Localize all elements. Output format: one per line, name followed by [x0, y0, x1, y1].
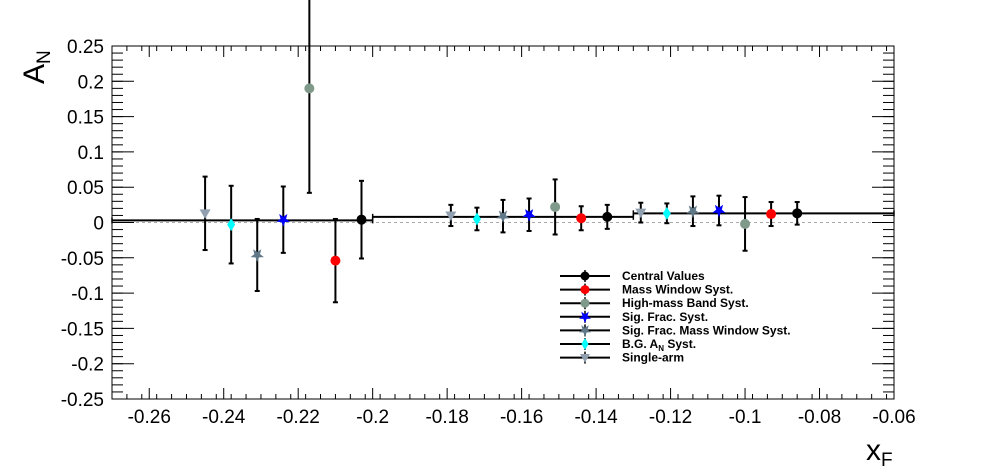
data-point [792, 208, 803, 219]
data-point [550, 201, 561, 212]
legend-marker [580, 298, 590, 308]
data-point [276, 214, 290, 227]
y-tick-label: -0.15 [61, 319, 104, 340]
y-tick-label: -0.05 [61, 249, 104, 270]
data-point [445, 211, 457, 221]
ticks-layer [111, 45, 895, 400]
x-tick-label: -0.08 [798, 407, 841, 428]
x-axis-title-main: x [866, 434, 881, 467]
x-tick-label: -0.24 [202, 407, 246, 428]
y-axis-title-group: AN [18, 50, 55, 84]
legend-marker [579, 311, 591, 324]
markers-layer [199, 83, 803, 266]
data-point [356, 214, 367, 225]
x-tick-label: -0.06 [872, 407, 915, 428]
data-point [199, 209, 211, 219]
y-axis-title-sub: N [34, 50, 55, 64]
data-point [496, 210, 510, 224]
legend-label-sub: N [658, 344, 664, 353]
y-tick-label: 0.2 [78, 72, 104, 93]
data-point [472, 212, 481, 226]
x-tick-label: -0.16 [500, 407, 543, 428]
data-point [712, 204, 726, 218]
legend-label: Central Values [622, 269, 705, 283]
legend-label: Mass Window Syst. [622, 283, 733, 297]
legend-label-suffix: Syst. [664, 337, 696, 351]
y-tick-label: -0.25 [61, 390, 104, 411]
data-point [662, 206, 671, 220]
y-tick-label: 0 [93, 214, 104, 235]
y-tick-label: 0.15 [67, 108, 104, 129]
x-tick-label: -0.18 [425, 407, 468, 428]
y-tick-label: -0.1 [71, 284, 104, 305]
x-tick-label: -0.2 [356, 407, 389, 428]
legend-label: Single-arm [622, 351, 684, 365]
legend-marker [580, 271, 590, 281]
data-point [686, 205, 700, 219]
y-tick-labels: 0.25 0.2 0.15 0.1 0.05 0 -0.05 -0.1 -0.15 -0.2 -0.… [61, 37, 104, 411]
x-axis-title-sub: F [881, 450, 893, 471]
x-axis-title: xF [866, 434, 893, 471]
x-tick-label: -0.1 [729, 407, 762, 428]
y-tick-label: 0.25 [67, 37, 104, 58]
data-point [522, 209, 536, 222]
data-point [576, 213, 587, 224]
legend-marker [579, 325, 591, 337]
data-point [227, 218, 236, 232]
legend-marker [580, 285, 590, 295]
legend-label: B.G. AN Syst. [622, 337, 696, 353]
y-axis-title: AN [18, 50, 55, 84]
legend-label-text: Sig. Frac. Mass Window Syst. [622, 323, 791, 337]
y-tick-label: 0.05 [67, 178, 104, 199]
x-tick-label: -0.22 [277, 407, 320, 428]
legend-label: Sig. Frac. Mass Window Syst. [622, 323, 791, 337]
data-point [602, 211, 613, 222]
legend-label-text: Single-arm [622, 351, 684, 365]
legend-label-text: High-mass Band Syst. [622, 296, 749, 310]
x-tick-label: -0.26 [128, 407, 171, 428]
legend-label-text: Sig. Frac. Syst. [622, 310, 708, 324]
data-point [250, 249, 264, 262]
data-point [740, 218, 751, 229]
y-tick-label: -0.2 [71, 355, 104, 376]
legend-marker [581, 338, 589, 350]
legend-label: Sig. Frac. Syst. [622, 310, 708, 324]
y-axis-title-main: A [18, 64, 51, 84]
legend-label-text: B.G. A [622, 337, 659, 351]
x-tick-labels: -0.26 -0.24 -0.22 -0.2 -0.18 -0.16 -0.14 -0.12 -… [128, 407, 916, 428]
x-tick-label: -0.12 [649, 407, 692, 428]
data-point [330, 255, 341, 266]
legend-marker [580, 354, 590, 363]
legend-label-text: Central Values [622, 269, 705, 283]
data-point [766, 209, 777, 220]
legend-label-text: Mass Window Syst. [622, 283, 733, 297]
y-tick-label: 0.1 [78, 143, 104, 164]
legend-label: High-mass Band Syst. [622, 296, 749, 310]
data-point [635, 208, 647, 219]
x-tick-label: -0.14 [574, 407, 618, 428]
data-point [304, 83, 315, 94]
